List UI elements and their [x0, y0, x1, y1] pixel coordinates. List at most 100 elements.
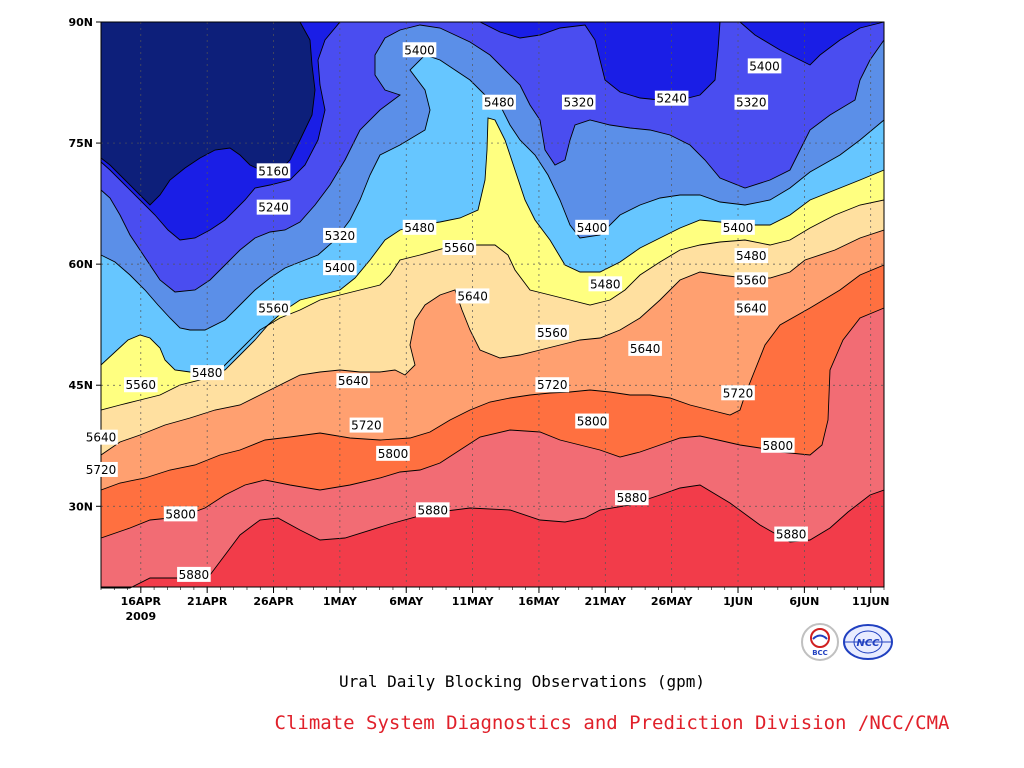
contour-label: 5720 — [351, 419, 382, 433]
contour-label: 5720 — [537, 378, 568, 392]
contour-label-bg — [84, 461, 118, 477]
contour-label-bg — [588, 276, 623, 292]
x-tick-label: 26MAY — [651, 595, 694, 608]
ncc-logo: NCC — [843, 624, 893, 660]
x-tick-label: 1JUN — [723, 595, 753, 608]
contour-label-bg — [256, 163, 291, 179]
x-year-label: 2009 — [126, 610, 157, 623]
contour-label-bg — [774, 526, 808, 542]
contour-label-bg — [177, 566, 211, 582]
contour-label-bg — [734, 300, 769, 316]
band-below-5160 — [101, 22, 315, 205]
svg-text:NCC: NCC — [856, 638, 880, 649]
contour-line — [100, 21, 316, 206]
credit-line: Climate System Diagnostics and Predictio… — [274, 712, 950, 734]
contour-label: 5480 — [590, 277, 621, 291]
contour-label: 5400 — [723, 221, 754, 235]
contour-label: 5400 — [325, 261, 356, 275]
contour-label-bg — [734, 272, 769, 288]
plot-frame — [100, 21, 885, 588]
contour-label: 5480 — [736, 249, 767, 263]
x-tick-label: 11JUN — [852, 595, 890, 608]
contour-label: 5880 — [179, 568, 210, 582]
contour-label-bg — [442, 240, 477, 255]
contour-label-bg — [734, 248, 769, 264]
contour-label-bg — [575, 219, 609, 235]
contour-label: 5640 — [338, 374, 369, 388]
y-tick-label: 75N — [68, 137, 93, 150]
contour-line — [100, 21, 885, 331]
x-tick-label: 26APR — [253, 595, 294, 608]
contour-label-bg — [124, 377, 158, 393]
contour-label-bg — [628, 340, 662, 356]
contour-label: 5800 — [378, 447, 409, 461]
x-tick-label: 21APR — [187, 595, 228, 608]
contour-label-bg — [734, 94, 769, 110]
contour-label: 5160 — [258, 164, 289, 178]
contour-label-bg — [190, 365, 224, 381]
contour-label-bg — [535, 377, 570, 393]
bcc-logo: BCC — [801, 623, 839, 661]
contour-label: 5640 — [457, 289, 488, 303]
y-axis: 90N 75N 60N 45N 30N — [68, 16, 101, 513]
contour-label-bg — [256, 199, 291, 215]
contour-label: 5720 — [86, 463, 117, 477]
contour-label: 5480 — [484, 96, 515, 110]
contour-label-bg — [455, 288, 490, 304]
contour-label: 5400 — [577, 221, 608, 235]
contour-label: 5800 — [165, 507, 196, 521]
contour-label: 5640 — [86, 431, 117, 445]
x-tick-label: 11MAY — [452, 595, 495, 608]
contour-label-bg — [336, 373, 370, 389]
y-tick-label: 60N — [68, 258, 93, 271]
x-tick-label: 16APR — [121, 595, 162, 608]
contour-label-bg — [323, 227, 357, 243]
contour-label: 5480 — [404, 221, 435, 235]
x-axis: 16APR 21APR 26APR 1MAY 6MAY 11MAY 16MAY 21MAY 26… — [100, 587, 890, 623]
contour-label-bg — [721, 385, 755, 401]
contour-label-bg — [721, 219, 755, 235]
contour-label: 5320 — [325, 229, 356, 243]
contour-label: 5320 — [736, 96, 767, 110]
contour-label: 5800 — [577, 415, 608, 429]
contour-label: 5640 — [736, 302, 767, 316]
contour-label: 5560 — [258, 302, 289, 316]
contour-label: 5400 — [749, 59, 780, 73]
x-tick-label: 6MAY — [389, 595, 424, 608]
contour-label-bg — [256, 300, 291, 316]
contour-label-bg — [482, 94, 516, 110]
contour-label: 5560 — [736, 273, 767, 287]
grid-lines — [101, 22, 884, 587]
contour-fills — [101, 22, 884, 588]
contour-label: 5720 — [723, 386, 754, 400]
contour-label-bg — [561, 94, 596, 110]
svg-text:BCC: BCC — [812, 649, 828, 657]
contour-label: 5880 — [776, 528, 807, 542]
x-tick-label: 6JUN — [789, 595, 819, 608]
contour-label: 5560 — [537, 326, 568, 340]
chart-title: Ural Daily Blocking Observations (gpm) — [338, 672, 706, 691]
contour-label-bg — [535, 324, 570, 340]
contour-label-bg — [376, 445, 410, 461]
contour-line — [100, 21, 885, 293]
contour-label: 5240 — [258, 201, 289, 215]
contour-label: 5880 — [418, 503, 449, 517]
contour-label-bg — [84, 429, 118, 445]
contour-label: 5560 — [126, 378, 157, 392]
contour-label-bg — [349, 417, 384, 433]
contour-label-bg — [323, 260, 357, 276]
contour-label: 5400 — [404, 43, 435, 57]
y-tick-label: 30N — [68, 500, 93, 513]
contour-label: 5560 — [444, 241, 475, 255]
x-tick-label: 1MAY — [323, 595, 358, 608]
y-tick-label: 45N — [68, 379, 93, 392]
contour-label: 5480 — [192, 366, 223, 380]
contour-label-bg — [761, 437, 795, 453]
contour-line — [100, 21, 885, 539]
contour-label: 5800 — [763, 439, 794, 453]
contour-label-bg — [747, 58, 782, 74]
x-tick-label: 16MAY — [518, 595, 561, 608]
contour-label-bg — [575, 413, 609, 429]
contour-label-bg — [415, 502, 450, 518]
